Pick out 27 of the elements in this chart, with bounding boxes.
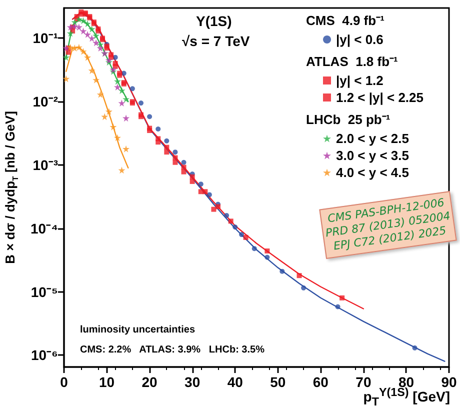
legend-label: |y| < 0.6 xyxy=(336,32,384,47)
y-tick-label: 10⁻⁶ xyxy=(30,347,58,364)
x-tick-label: 60 xyxy=(312,374,329,390)
y-tick-label: 10⁻⁵ xyxy=(30,284,58,300)
annotation: CMS 4.9 fb⁻¹ xyxy=(306,13,384,28)
annotation: √s = 7 TeV xyxy=(182,33,250,49)
legend-label: 4.0 < y < 4.5 xyxy=(336,165,410,180)
x-tick-label: 50 xyxy=(270,374,286,390)
y-tick-label: 10⁻⁴ xyxy=(30,220,58,236)
legend-label: 3.0 < y < 3.5 xyxy=(336,148,410,163)
x-tick-label: 0 xyxy=(60,374,68,390)
y-tick-label: 10⁻² xyxy=(32,94,58,110)
annotation: LHCb 25 pb⁻¹ xyxy=(306,112,390,127)
legend-label: 2.0 < y < 2.5 xyxy=(336,131,410,146)
x-tick-label: 40 xyxy=(227,374,244,390)
x-tick-label: 20 xyxy=(142,374,158,390)
annotation: CMS: 2.2% ATLAS: 3.9% LHCb: 3.5% xyxy=(80,344,265,356)
x-tick-label: 30 xyxy=(184,374,200,390)
annotation: ATLAS 1.8 fb⁻¹ xyxy=(306,54,398,69)
annotation: luminosity uncertainties xyxy=(80,324,196,336)
y-tick-label: 10⁻¹ xyxy=(32,30,58,46)
y-axis-title: B × dσ / dydpT [nb / GeV] xyxy=(2,111,20,264)
legend-label: |y| < 1.2 xyxy=(336,73,384,88)
legend-label: 1.2 < |y| < 2.25 xyxy=(336,90,424,105)
y-tick-label: 10⁻³ xyxy=(32,157,58,173)
annotation: Υ(1S) xyxy=(196,13,232,29)
x-tick-label: 10 xyxy=(98,374,115,390)
